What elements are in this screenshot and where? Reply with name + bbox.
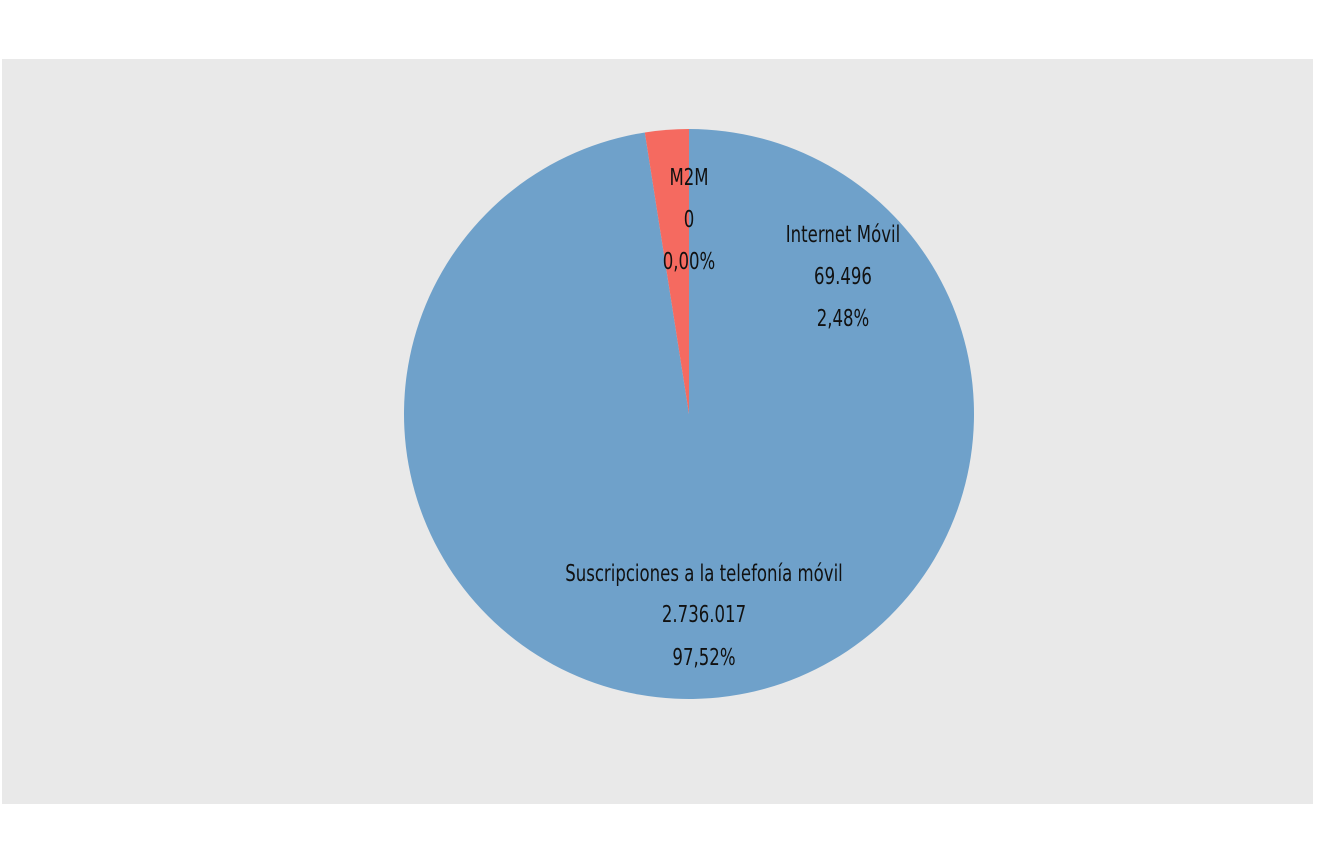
slice-label-value-internet-movil: 69.496: [814, 262, 872, 290]
slice-internet-movil: [644, 129, 689, 414]
slice-label-value-m2m: 0: [684, 205, 695, 233]
pie-labels: Suscripciones a la telefonía móvil 2.736…: [565, 163, 900, 671]
slice-suscripciones: [404, 129, 974, 700]
slice-label-percent-suscripciones: 97,52%: [672, 643, 735, 671]
slice-label-value-suscripciones: 2.736.017: [662, 600, 746, 628]
slice-label-name-suscripciones: Suscripciones a la telefonía móvil: [565, 559, 843, 587]
slice-label-percent-m2m: 0,00%: [663, 247, 716, 275]
slice-label-name-m2m: M2M: [669, 163, 708, 191]
slice-label-percent-internet-movil: 2,48%: [817, 304, 870, 332]
slice-label-name-internet-movil: Internet Móvil: [786, 220, 900, 248]
pie-slices: [404, 129, 974, 700]
